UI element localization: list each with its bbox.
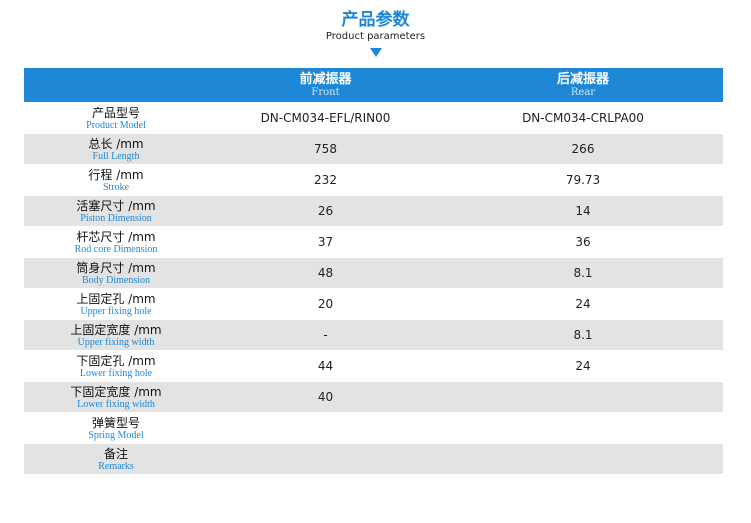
row-label: 筒身尺寸 /mm Body Dimension [24,261,208,286]
table-header: 前减振器 Front 后减振器 Rear [24,68,723,102]
row-label: 总长 /mm Full Length [24,137,208,162]
rear-value: 36 [575,235,591,249]
front-value: 26 [317,204,334,218]
rear-value: 24 [575,297,591,311]
header-front-cn: 前减振器 [299,72,352,87]
row-label-cn: 行程 /mm [88,167,144,182]
row-label-cn: 杆芯尺寸 /mm [76,229,156,244]
down-arrow-icon [369,48,382,57]
front-value: 232 [314,173,337,187]
row-label-cn: 上固定宽度 /mm [70,322,162,337]
row-label: 下固定孔 /mm Lower fixing hole [24,354,208,379]
row-label-cn: 下固定宽度 /mm [70,384,162,399]
row-label-en: Upper fixing width [77,336,155,348]
row-label-en: Remarks [98,460,134,472]
table-row: 总长 /mm Full Length 758 266 [24,134,723,164]
row-label-en: Spring Model [88,429,144,441]
row-label-en: Full Length [92,150,140,162]
row-label-cn: 总长 /mm [88,136,144,151]
row-label: 上固定孔 /mm Upper fixing hole [24,292,208,317]
header-front: 前减振器 Front [208,72,443,98]
table-row: 活塞尺寸 /mm Piston Dimension 26 14 [24,196,723,226]
row-label-cn: 下固定孔 /mm [76,353,156,368]
row-label-en: Rod core Dimension [74,243,158,255]
rear-value: 266 [571,142,595,156]
front-value: DN-CM034-EFL/RIN00 [260,111,391,125]
rear-value: 79.73 [565,173,601,187]
rear-value: 8.1 [573,328,593,342]
rear-value: 14 [575,204,591,218]
front-value: - [323,328,328,342]
table-body: 产品型号 Product Model DN-CM034-EFL/RIN00 DN-CM… [24,103,723,474]
row-label-cn: 产品型号 [91,105,140,120]
header-rear: 后减振器 Rear [443,72,723,98]
row-label: 下固定宽度 /mm Lower fixing width [24,385,208,410]
table-row: 弹簧型号 Spring Model [24,413,723,443]
front-value: 48 [317,266,334,280]
table-row: 上固定宽度 /mm Upper fixing width - 8.1 [24,320,723,350]
header-rear-cn: 后减振器 [556,72,609,87]
row-label-en: Lower fixing hole [79,367,153,379]
table-row: 行程 /mm Stroke 232 79.73 [24,165,723,195]
table-row: 下固定孔 /mm Lower fixing hole 44 24 [24,351,723,381]
page-title: 产品参数 [341,10,410,30]
row-label-cn: 上固定孔 /mm [76,291,156,306]
table-row: 杆芯尺寸 /mm Rod core Dimension 37 36 [24,227,723,257]
row-label: 活塞尺寸 /mm Piston Dimension [24,199,208,224]
row-label-en: Piston Dimension [80,212,152,224]
page-subtitle: Product parameters [325,31,426,42]
table-row: 产品型号 Product Model DN-CM034-EFL/RIN00 DN-CM… [24,103,723,133]
row-label-en: Product Model [86,119,146,131]
parameters-table: 前减振器 Front 后减振器 Rear 产品型号 Product Model DN… [24,68,723,474]
row-label-cn: 筒身尺寸 /mm [76,260,156,275]
table-row: 上固定孔 /mm Upper fixing hole 20 24 [24,289,723,319]
front-value: 20 [317,297,334,311]
header-front-en: Front [311,87,340,98]
table-row: 下固定宽度 /mm Lower fixing width 40 [24,382,723,412]
row-label: 行程 /mm Stroke [24,168,208,193]
row-label: 产品型号 Product Model [24,106,208,131]
front-value: 758 [314,142,337,156]
row-label-en: Lower fixing width [77,398,155,410]
row-label-cn: 弹簧型号 [91,415,140,430]
rear-value: 24 [575,359,591,373]
front-value: 40 [317,390,334,404]
row-label: 弹簧型号 Spring Model [24,416,208,441]
rear-value: DN-CM034-CRLPA00 [522,111,644,125]
row-label: 杆芯尺寸 /mm Rod core Dimension [24,230,208,255]
front-value: 44 [317,359,334,373]
row-label-en: Upper fixing hole [80,305,152,317]
table-row: 备注 Remarks [24,444,723,474]
table-row: 筒身尺寸 /mm Body Dimension 48 8.1 [24,258,723,288]
row-label-cn: 活塞尺寸 /mm [76,198,156,213]
rear-value: 8.1 [573,266,593,280]
row-label-en: Body Dimension [81,274,151,286]
row-label-cn: 备注 [103,446,128,461]
row-label: 备注 Remarks [24,447,208,472]
header-rear-en: Rear [570,87,596,98]
row-label-en: Stroke [102,181,130,193]
row-label: 上固定宽度 /mm Upper fixing width [24,323,208,348]
title-block: 产品参数 Product parameters [0,10,751,57]
front-value: 37 [317,235,334,249]
